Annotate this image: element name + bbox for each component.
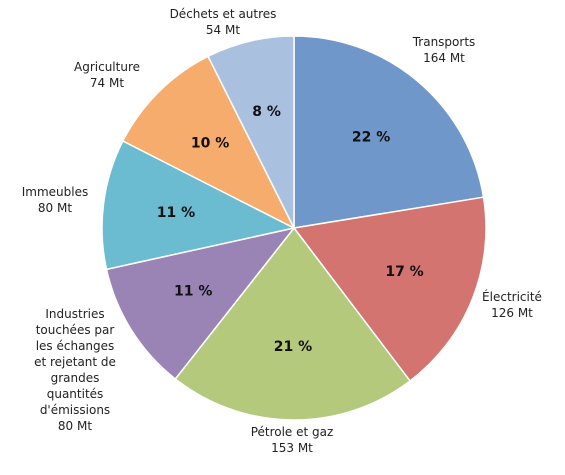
value-label: 80 Mt [57,419,93,433]
category-label: Immeubles [21,185,89,199]
category-label: Industries touchées par les échanges et … [34,307,116,417]
slice [121,55,296,230]
slice [292,196,487,383]
slice-label: Déchets et autres 54 Mt [170,6,277,38]
slice [207,35,295,229]
slice-label: Agriculture 74 Mt [74,59,140,91]
slice-label: Pétrole et gaz 153 Mt [251,424,334,456]
percent-label: 21 % [274,339,312,355]
value-label: 126 Mt [491,306,533,320]
value-label: 164 Mt [423,51,465,65]
category-label: Pétrole et gaz [250,425,334,439]
slice [174,226,412,421]
value-label: 74 Mt [89,76,125,90]
slice [105,226,296,381]
slice [101,139,297,271]
value-label: 54 Mt [205,23,241,37]
category-label: Électricité [482,290,542,304]
slice-label: Industries touchées par les échanges et … [31,306,119,434]
slice-label: Transports 164 Mt [413,34,476,66]
percent-label: 11 % [157,205,195,221]
percent-label: 10 % [191,136,229,152]
percent-label: 11 % [174,283,212,299]
value-label: 80 Mt [37,201,73,215]
percent-label: 22 % [352,129,390,145]
value-label: 153 Mt [271,441,313,455]
percent-label: 17 % [385,264,423,280]
category-label: Agriculture [74,60,140,74]
slice [293,35,485,229]
percent-label: 8 % [252,104,281,120]
slice-label: Immeubles 80 Mt [22,184,89,216]
category-label: Déchets et autres [169,7,277,21]
category-label: Transports [412,35,476,49]
slice-label: Électricité 126 Mt [482,289,542,321]
